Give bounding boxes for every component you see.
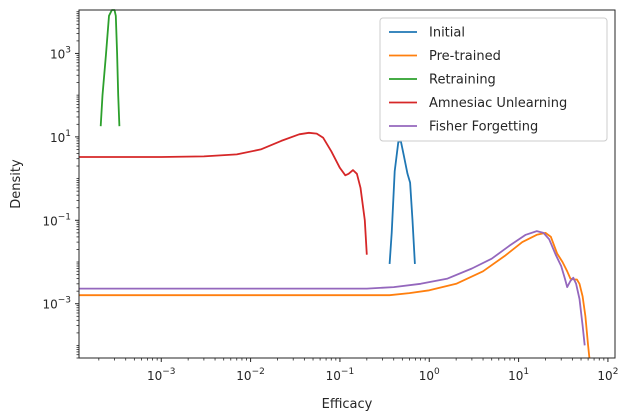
- x-tick-label: 101: [508, 367, 529, 383]
- series-line-1: [388, 140, 416, 264]
- series-line-5: [79, 230, 586, 346]
- legend-label-2: Pre-trained: [429, 49, 501, 64]
- legend: Initial Pre-trained Retraining Amnesiac Unl…: [379, 17, 608, 142]
- legend-frame: [379, 17, 608, 142]
- series-line-2: [79, 232, 591, 359]
- y-axis-ticks: 10−3 10−1 101 103: [42, 11, 79, 359]
- x-tick-label: 10−3: [147, 367, 176, 383]
- legend-label-5: Fisher Forgetting: [429, 120, 538, 135]
- y-axis-label: Density: [9, 159, 24, 209]
- plot-frame: [78, 9, 616, 359]
- y-tick-label: 10−3: [42, 296, 71, 312]
- legend-label-1: Initial: [429, 26, 465, 41]
- x-tick-label: 100: [419, 367, 440, 383]
- y-tick-label: 103: [50, 45, 71, 61]
- legend-label-4: Amnesiac Unlearning: [429, 96, 567, 111]
- series-line-4: [79, 131, 368, 255]
- y-tick-label: 101: [50, 129, 71, 145]
- x-tick-label: 10−1: [326, 367, 355, 383]
- x-tick-label: 10−2: [236, 367, 265, 383]
- x-axis-label: Efficacy: [322, 397, 373, 412]
- x-axis-ticks: 10−3 10−2 10−1 100 101 102: [98, 358, 618, 383]
- x-tick-label: 102: [597, 367, 618, 383]
- y-tick-label: 10−1: [42, 212, 71, 228]
- legend-label-3: Retraining: [429, 73, 496, 88]
